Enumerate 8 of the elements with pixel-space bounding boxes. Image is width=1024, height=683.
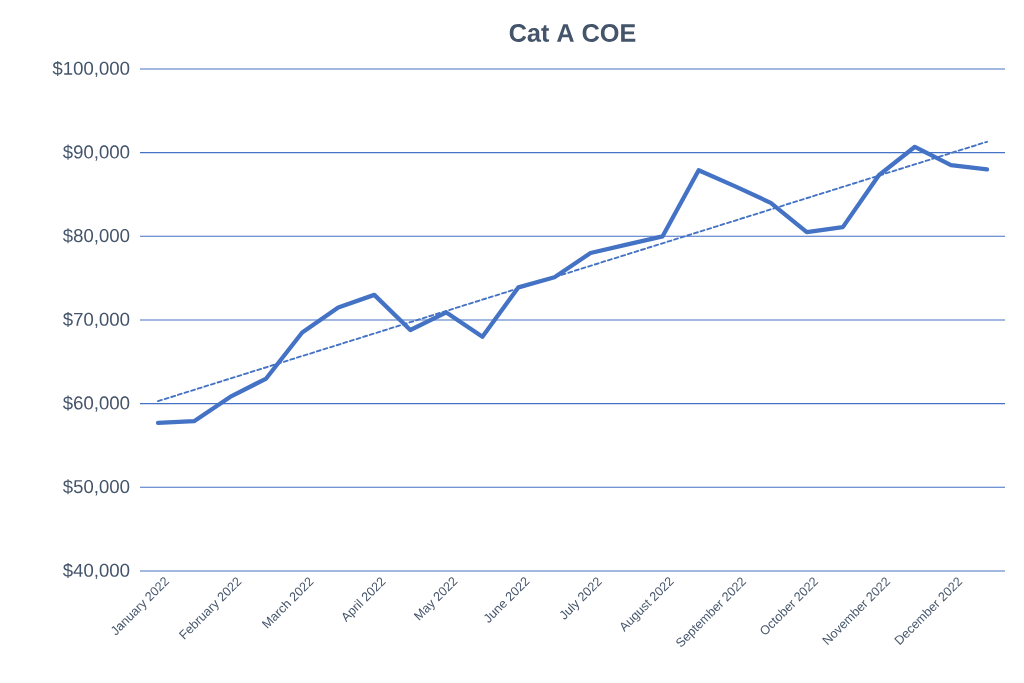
y-tick-label: $100,000 [52, 60, 130, 78]
y-tick-label: $80,000 [62, 228, 130, 245]
y-tick-label: $40,000 [62, 562, 130, 580]
chart-title: Cat A COE [509, 24, 636, 42]
y-tick-label: $50,000 [62, 479, 130, 496]
y-tick-label: $60,000 [62, 395, 130, 412]
y-tick-label: $70,000 [62, 311, 130, 329]
y-tick-label: $90,000 [62, 144, 130, 161]
